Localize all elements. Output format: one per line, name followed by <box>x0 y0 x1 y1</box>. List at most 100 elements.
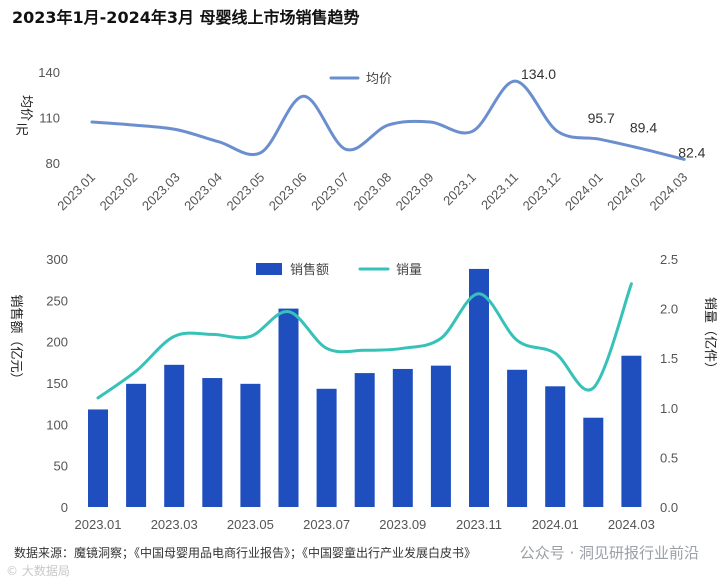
legend-sales-label: 销售额 <box>290 262 329 278</box>
sales-volume-point-2 <box>173 335 175 337</box>
top-x-tick-13: 2024.02 <box>604 170 648 214</box>
top-x-tick-6: 2023.07 <box>308 170 352 214</box>
sales-volume-point-11 <box>516 339 518 341</box>
avg-price-point-1 <box>133 124 135 126</box>
sales-volume-point-1 <box>135 370 137 372</box>
top-y-axis-unit: 元 <box>15 123 28 138</box>
watermark-right: 公众号 · 洞见研报行业前沿 <box>519 544 699 562</box>
avg-price-point-3 <box>218 141 220 143</box>
avg-price-point-2 <box>176 129 178 131</box>
top-y-tick-1: 110 <box>39 111 60 126</box>
avg-price-point-4 <box>260 151 262 153</box>
top-x-tick-7: 2023.08 <box>350 170 394 214</box>
source-note: 数据来源：魔镜洞察；《中国母婴用品电商行业报告》；《中国婴童出行产业发展白皮书》 <box>14 546 477 560</box>
sales-volume-point-12 <box>554 352 556 354</box>
bottom-right-tick-2: 1.0 <box>660 401 678 416</box>
bottom-x-tick-1: 2023.03 <box>151 517 198 532</box>
avg-price-point-5 <box>303 95 304 97</box>
sales-bar-7 <box>354 373 375 507</box>
avg-price-point-14 <box>683 158 685 160</box>
avg-price-point-12 <box>599 138 601 140</box>
top-x-tick-2: 2023.03 <box>139 170 183 214</box>
bottom-left-tick-5: 250 <box>46 293 68 308</box>
bottom-x-tick-5: 2023.11 <box>456 517 502 532</box>
avg-price-label-14: 82.4 <box>678 144 705 160</box>
sales-volume-point-9 <box>440 337 442 339</box>
sales-bar-0 <box>88 409 108 507</box>
bottom-left-tick-2: 100 <box>46 417 68 432</box>
avg-price-label-10: 134.0 <box>521 66 556 82</box>
bottom-right-tick-0: 0.0 <box>660 500 678 515</box>
bottom-left-tick-4: 200 <box>46 335 68 350</box>
sales-volume-point-13 <box>592 387 594 389</box>
sales-bar-8 <box>392 368 413 507</box>
sales-bar-4 <box>240 383 261 507</box>
sales-bar-1 <box>126 383 147 507</box>
bottom-x-tick-7: 2024.03 <box>608 517 655 532</box>
sales-volume-point-3 <box>211 333 213 335</box>
bottom-left-tick-1: 50 <box>54 459 68 474</box>
bottom-left-axis-label: 销售额（亿元） <box>8 294 24 385</box>
top-x-tick-5: 2023.06 <box>266 170 310 214</box>
bottom-right-tick-4: 2.0 <box>660 302 678 317</box>
avg-price-point-8 <box>429 121 431 123</box>
sales-bar-6 <box>316 388 337 507</box>
top-x-tick-0: 2023.01 <box>54 170 98 214</box>
top-x-tick-8: 2023.09 <box>393 170 437 214</box>
bottom-x-tick-3: 2023.07 <box>303 517 350 532</box>
top-x-tick-14: 2024.03 <box>646 170 690 214</box>
avg-price-label-13: 89.4 <box>630 120 657 136</box>
top-x-tick-12: 2024.01 <box>562 170 606 214</box>
avg-price-point-11 <box>556 130 558 132</box>
legend-sales-swatch <box>256 263 282 275</box>
top-y-tick-0: 80 <box>46 156 60 171</box>
avg-price-point-9 <box>472 130 474 132</box>
bottom-right-axis-label: 销量（亿件） <box>702 297 717 375</box>
bottom-x-tick-2: 2023.05 <box>227 517 274 532</box>
avg-price-label-12: 95.7 <box>588 110 615 126</box>
bottom-x-tick-4: 2023.09 <box>379 517 426 532</box>
bottom-x-tick-6: 2024.01 <box>532 517 579 532</box>
avg-price-point-6 <box>345 148 347 150</box>
sales-volume-point-10 <box>478 293 480 295</box>
sales-volume-point-5 <box>288 311 289 313</box>
top-x-tick-3: 2023.04 <box>181 170 225 214</box>
top-x-tick-1: 2023.02 <box>97 170 141 214</box>
avg-price-point-0 <box>91 121 93 123</box>
top-y-axis-label: 均价 <box>18 95 33 121</box>
top-x-tick-11: 2023.12 <box>520 170 564 214</box>
legend-avg-price-label: 均价 <box>366 72 392 87</box>
sales-bar-14 <box>621 355 642 507</box>
bottom-right-tick-1: 0.5 <box>660 450 678 465</box>
sales-volume-point-4 <box>249 335 251 337</box>
sales-volume-point-7 <box>364 349 366 351</box>
top-y-tick-2: 140 <box>38 65 60 80</box>
sales-bar-9 <box>430 365 451 507</box>
sales-bar-12 <box>545 386 566 507</box>
sales-volume-point-0 <box>97 397 99 399</box>
bottom-x-tick-0: 2023.01 <box>75 517 122 532</box>
bottom-left-tick-0: 0 <box>61 500 68 515</box>
sales-bar-2 <box>164 364 185 507</box>
avg-price-point-7 <box>387 124 389 126</box>
sales-volume-point-14 <box>630 283 632 285</box>
top-x-tick-4: 2023.05 <box>223 170 267 214</box>
sales-bar-11 <box>507 369 528 507</box>
sales-bar-13 <box>583 417 604 507</box>
legend-volume-label: 销量 <box>396 263 422 278</box>
watermark-left: © 大数据局 <box>6 564 70 578</box>
sales-volume-point-8 <box>402 347 404 349</box>
sales-bar-5 <box>278 308 299 507</box>
bottom-left-tick-3: 150 <box>46 376 68 391</box>
bottom-right-tick-3: 1.5 <box>660 351 678 366</box>
bottom-left-tick-6: 300 <box>46 252 68 267</box>
sales-volume-point-6 <box>326 347 328 349</box>
top-x-tick-10: 2023.11 <box>478 170 521 213</box>
sales-bar-3 <box>202 378 223 507</box>
chart-title: 2023年1月-2024年3月 母婴线上市场销售趋势 <box>12 8 360 27</box>
top-x-tick-9: 2023.1 <box>440 170 479 209</box>
sales-bar-10 <box>469 268 489 507</box>
avg-price-point-10 <box>514 80 516 82</box>
avg-price-point-13 <box>641 148 643 150</box>
